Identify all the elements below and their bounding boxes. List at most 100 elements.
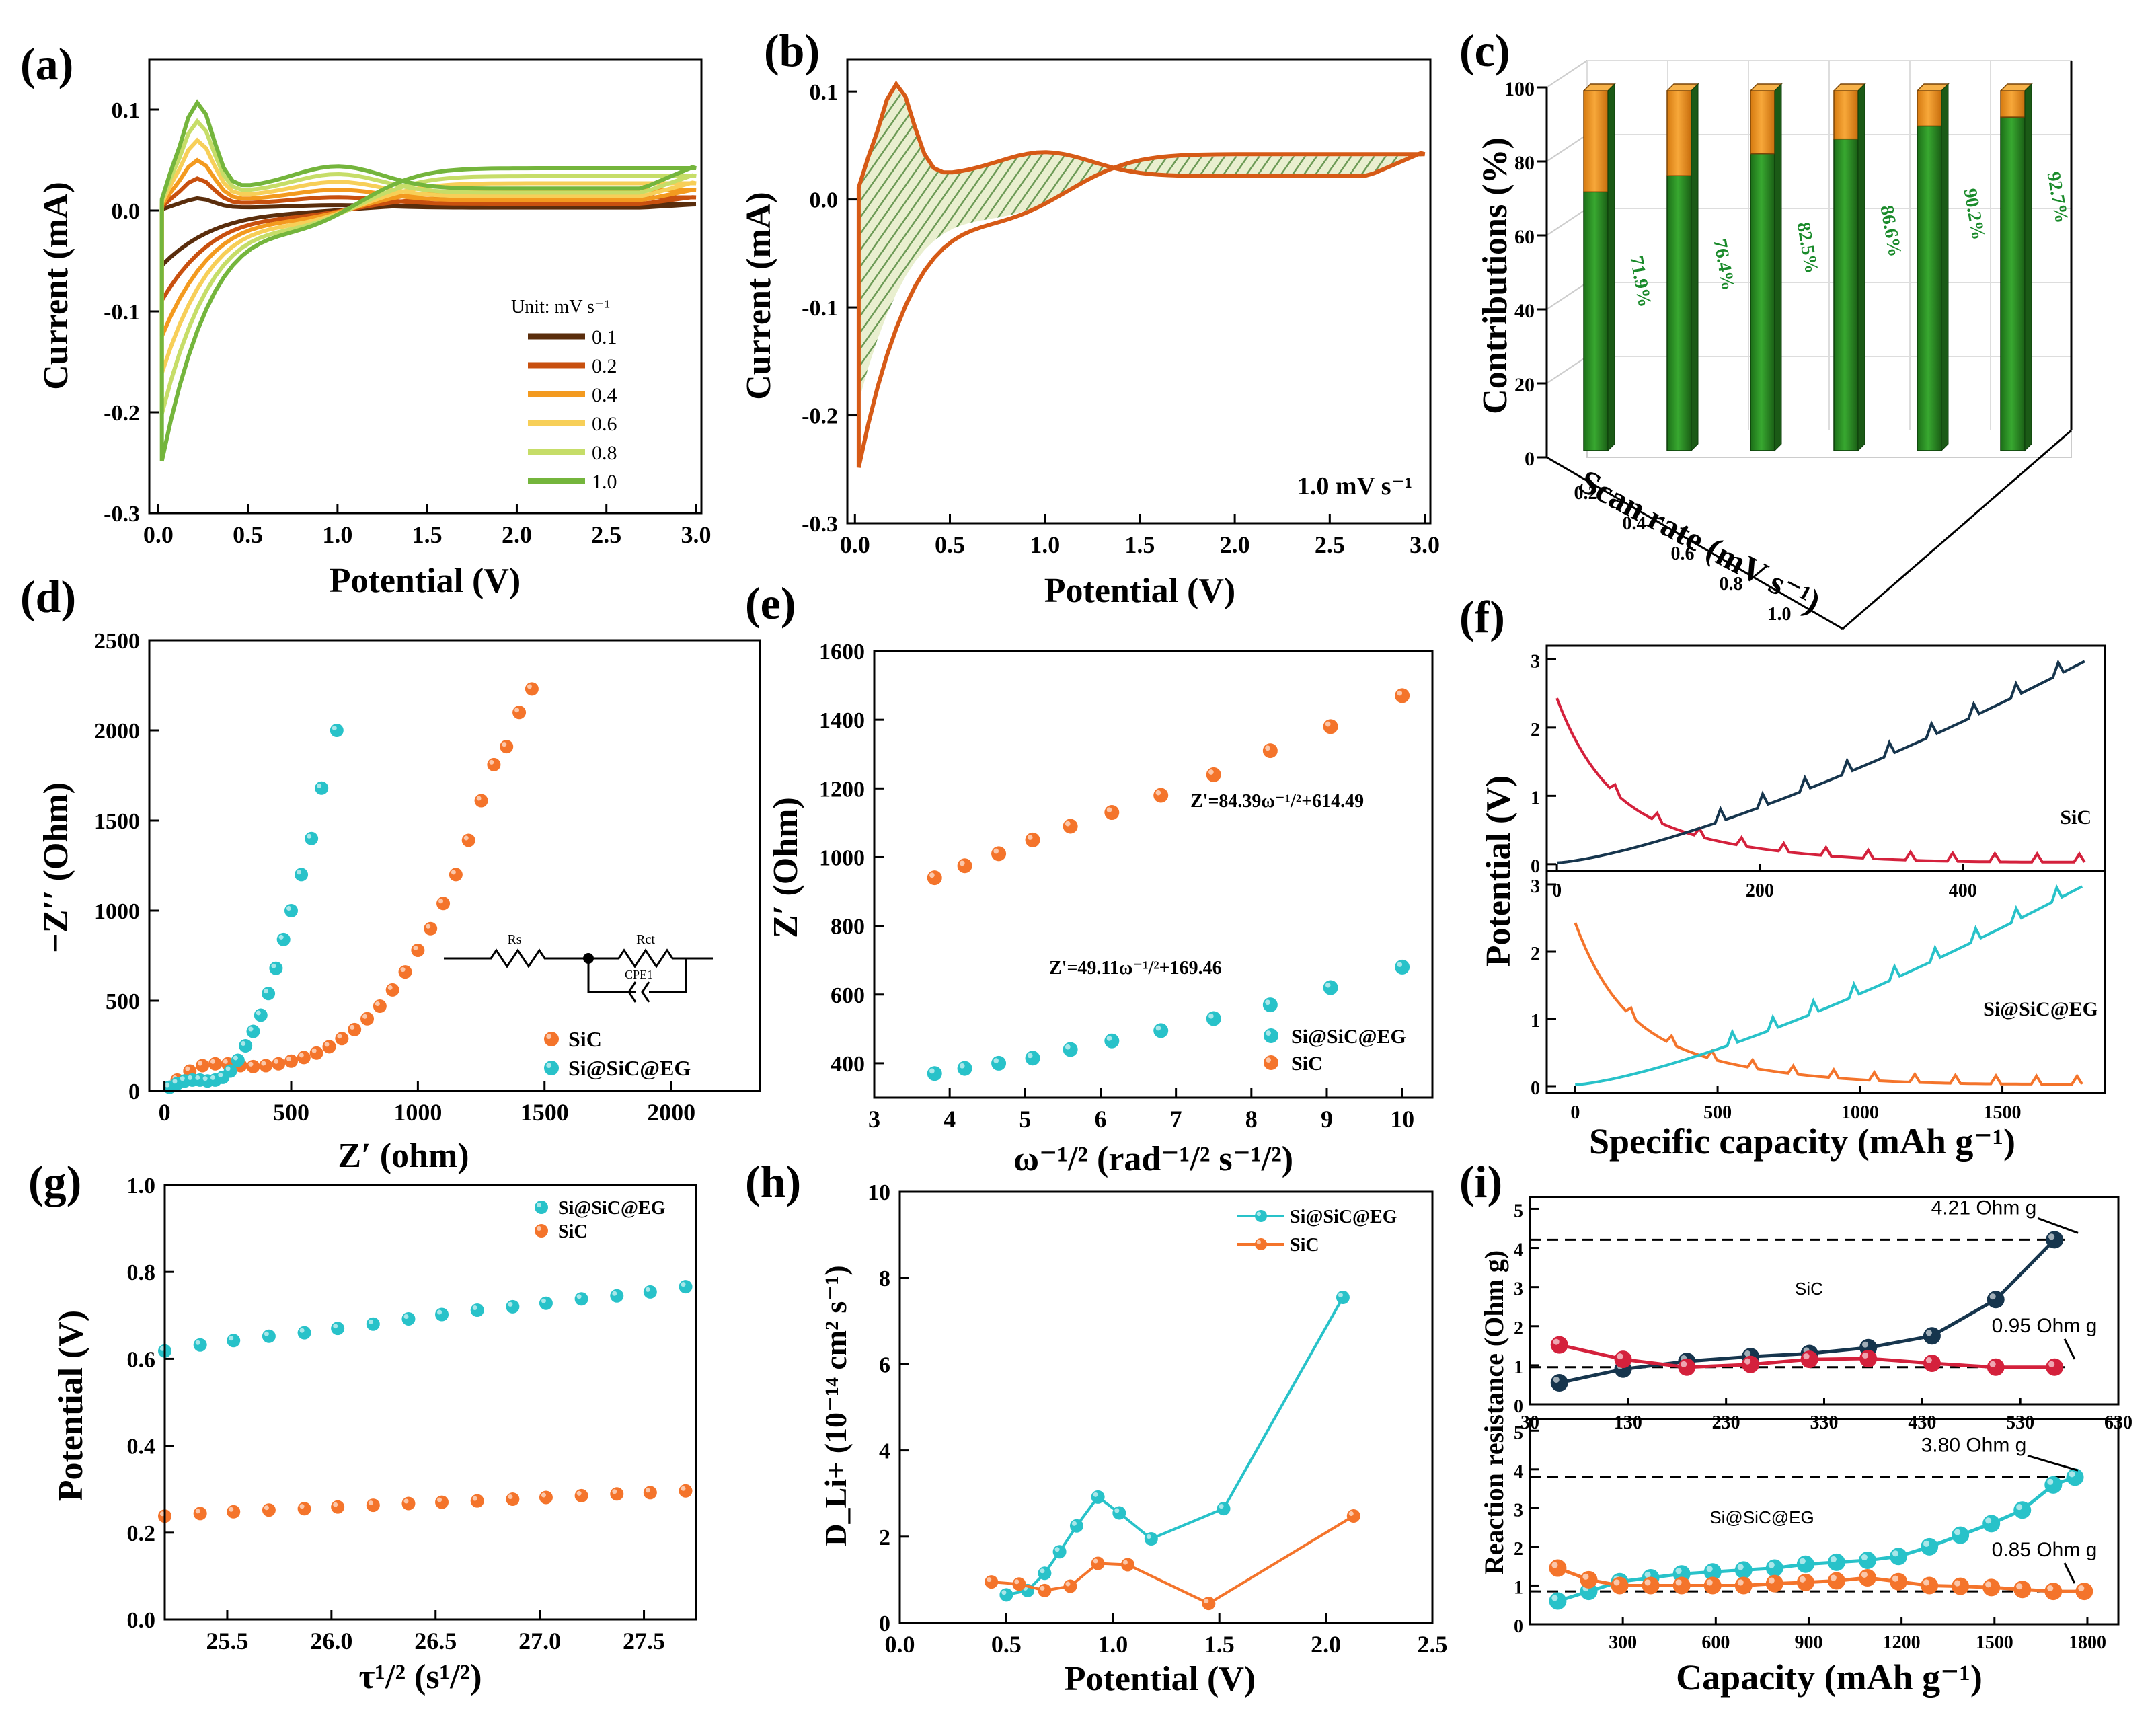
y-tick-label: 800 <box>831 915 865 940</box>
plot-frame <box>1529 1418 2120 1626</box>
axis-label: Capacity (mAh g⁻¹) <box>1676 1657 1982 1698</box>
panel-label: (e) <box>745 578 796 629</box>
y-tick-label: 5 <box>1514 1201 1523 1221</box>
data-point <box>366 1498 380 1513</box>
charge-curve-top <box>1556 659 2085 864</box>
y-tick-label: 20 <box>1514 374 1535 396</box>
y-tick-label: 1000 <box>819 845 865 870</box>
data-point-highlight <box>1265 745 1270 751</box>
data-point <box>1206 767 1221 782</box>
plot-frame <box>148 58 703 515</box>
x-tick-label: 5 <box>1019 1106 1031 1133</box>
x-tick-label: 230 <box>1712 1412 1740 1433</box>
data-point-highlight <box>1830 1556 1837 1562</box>
data-point <box>610 1487 624 1501</box>
legend-label: Si@SiC@EG <box>1291 1026 1406 1048</box>
x-tick-label: 0 <box>1552 880 1562 901</box>
bar-side-3 <box>1857 83 1865 452</box>
data-point <box>272 1057 286 1071</box>
data-point <box>331 1500 345 1514</box>
cv-curve-1.0 <box>159 99 697 462</box>
data-point <box>506 1492 520 1507</box>
data-point-highlight <box>403 1314 409 1319</box>
x-tick-label: 10 <box>1390 1106 1414 1133</box>
x-tick-label: 26.0 <box>310 1628 352 1654</box>
y-tick-label: 3 <box>1531 876 1540 897</box>
data-point-highlight <box>233 1055 238 1061</box>
data-point-highlight <box>210 1075 215 1080</box>
x-tick-label: 1.5 <box>1124 531 1155 558</box>
data-point <box>2046 1358 2064 1376</box>
data-point <box>500 740 514 754</box>
data-point <box>927 870 942 886</box>
grid-line <box>1546 356 1588 384</box>
y-tick-label: 0 <box>1531 1078 1540 1099</box>
data-point <box>1952 1577 1970 1595</box>
data-point-highlight <box>1744 1358 1751 1365</box>
data-point-highlight <box>1985 1517 1992 1524</box>
bar-diffusion-0 <box>1583 90 1609 193</box>
data-point <box>1549 1559 1567 1577</box>
x-tick-label: 0.6 <box>1671 543 1695 564</box>
data-point-highlight <box>959 1063 965 1069</box>
data-point-highlight <box>223 1059 228 1064</box>
circuit-wire <box>444 948 713 968</box>
data-point-highlight <box>286 1056 291 1061</box>
data-point-highlight <box>350 1024 355 1030</box>
panel-label: (f) <box>1459 591 1505 642</box>
axis-label: Potential (V) <box>1044 572 1235 610</box>
annotation-arrow <box>2063 1338 2076 1360</box>
bar-diffusion-1 <box>1666 90 1692 177</box>
grid-line <box>1546 60 1588 88</box>
data-point <box>1800 1350 1818 1369</box>
legend-label: 0.2 <box>592 355 617 377</box>
data-point-highlight <box>210 1059 215 1064</box>
data-point-highlight <box>202 1076 208 1081</box>
data-point-highlight <box>1256 1240 1261 1244</box>
x-tick-label: 1.5 <box>1204 1631 1235 1658</box>
data-point <box>1890 1548 1908 1566</box>
x-tick-label: 1200 <box>1883 1632 1921 1653</box>
axis-label: Potential (V) <box>330 562 521 600</box>
data-point <box>223 1064 237 1078</box>
data-point <box>1923 1354 1941 1372</box>
data-point-highlight <box>1861 1554 1868 1561</box>
data-point <box>643 1486 657 1500</box>
circuit-cpe <box>587 958 687 1003</box>
data-point-highlight <box>514 708 520 713</box>
data-point-highlight <box>1106 807 1112 813</box>
data-point <box>1923 1327 1941 1345</box>
data-point <box>239 1039 253 1053</box>
data-point-highlight <box>413 945 418 950</box>
data-point-highlight <box>987 1577 992 1583</box>
data-point-highlight <box>1054 1547 1060 1552</box>
panel-label: (i) <box>1459 1156 1502 1207</box>
data-point-highlight <box>1706 1566 1713 1572</box>
axis-label: −Z′′ (Ohm) <box>37 782 75 953</box>
y-tick-label: 1 <box>1531 1011 1540 1032</box>
cv-curve-total <box>856 80 1426 468</box>
legend-label: 0.4 <box>592 384 617 406</box>
data-point-highlight <box>612 1489 617 1494</box>
chart-b: (b) 0.0 0.5 1.0 1.5 2.0 2.5 3.0 -0.3 -0.2 -0.1 0.0 0… <box>740 25 1440 610</box>
axis-label: Scan rate (mV s⁻¹) <box>1573 462 1826 621</box>
data-point <box>1765 1574 1783 1593</box>
data-point-highlight <box>160 1346 165 1351</box>
data-point-highlight <box>1954 1529 1961 1535</box>
data-point-highlight <box>1114 1508 1120 1513</box>
data-point-highlight <box>218 1072 223 1077</box>
data-point-highlight <box>508 1494 513 1500</box>
x-tick-label: 500 <box>1703 1102 1732 1123</box>
data-point-highlight <box>299 1328 305 1333</box>
plot-frame <box>873 650 1434 1099</box>
data-point-highlight <box>2078 1585 2085 1592</box>
data-point-highlight <box>274 1059 279 1064</box>
data-point-highlight <box>1146 1534 1151 1539</box>
annotation-lo: 0.95 Ohm g <box>1992 1315 2097 1337</box>
y-tick-label: 0.6 <box>127 1347 156 1372</box>
y-tick-label: 3 <box>1514 1279 1523 1300</box>
data-point <box>991 1055 1007 1071</box>
data-point <box>539 1296 553 1310</box>
